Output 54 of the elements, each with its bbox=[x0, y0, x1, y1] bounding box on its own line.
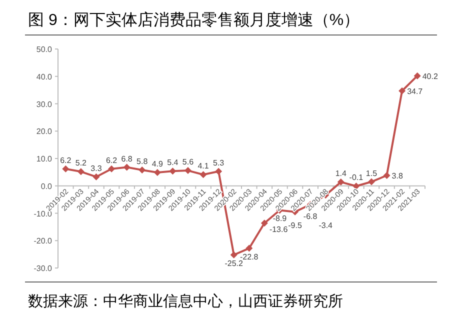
point bbox=[92, 173, 100, 180]
data-label: -0.1 bbox=[349, 173, 364, 182]
point bbox=[414, 72, 421, 80]
point bbox=[154, 168, 161, 176]
data-label: 6.2 bbox=[106, 156, 118, 165]
chart-title: 图 9：网下实体店消费品零售额月度增速（%） bbox=[28, 11, 360, 29]
data-label: -6.8 bbox=[303, 212, 318, 221]
point bbox=[383, 172, 390, 179]
point bbox=[169, 168, 176, 175]
source-note: 数据来源：中华商业信息中心，山西证券研究所 bbox=[28, 293, 343, 310]
point bbox=[246, 244, 253, 252]
point bbox=[200, 171, 207, 178]
data-label: 34.7 bbox=[407, 86, 424, 96]
point bbox=[123, 164, 130, 171]
data-label: 1.4 bbox=[335, 169, 348, 178]
point bbox=[230, 251, 238, 258]
point bbox=[62, 165, 70, 172]
point bbox=[337, 178, 344, 186]
text: -20.0 bbox=[34, 236, 52, 246]
data-label: 5.6 bbox=[182, 158, 194, 167]
point bbox=[184, 167, 192, 174]
data-label: 5.4 bbox=[167, 158, 179, 168]
text: 10.0 bbox=[36, 154, 52, 164]
point bbox=[77, 168, 84, 176]
point bbox=[138, 166, 146, 174]
text: -10.0 bbox=[34, 209, 52, 218]
text: -30.0 bbox=[34, 264, 52, 273]
data-label: 40.2 bbox=[422, 72, 438, 81]
data-label: 4.1 bbox=[198, 162, 210, 171]
text: 20.0 bbox=[36, 127, 52, 136]
data-label: 5.3 bbox=[213, 158, 225, 168]
data-label: 4.9 bbox=[152, 159, 164, 168]
point bbox=[398, 87, 406, 94]
data-label: 6.8 bbox=[121, 154, 133, 164]
data-label: 1.5 bbox=[366, 168, 378, 178]
point bbox=[108, 165, 116, 172]
data-label: -25.2 bbox=[224, 258, 244, 268]
data-label: 3.8 bbox=[392, 171, 404, 180]
text: 40.0 bbox=[36, 72, 52, 82]
point bbox=[368, 178, 375, 186]
data-label: 5.8 bbox=[136, 156, 148, 166]
point bbox=[260, 220, 268, 227]
data-label: 6.2 bbox=[60, 156, 72, 165]
data-label: -8.9 bbox=[272, 214, 288, 224]
text: 0.0 bbox=[40, 182, 52, 191]
text: 30.0 bbox=[36, 100, 52, 109]
data-label: 3.3 bbox=[90, 164, 102, 173]
point bbox=[215, 168, 222, 175]
data-label: -22.8 bbox=[240, 252, 259, 262]
data-label: 5.2 bbox=[75, 158, 88, 168]
data-label: -13.6 bbox=[269, 225, 288, 234]
data-label: -9.5 bbox=[288, 220, 302, 230]
data-label: -3.4 bbox=[318, 220, 334, 230]
text: 50.0 bbox=[36, 45, 52, 54]
